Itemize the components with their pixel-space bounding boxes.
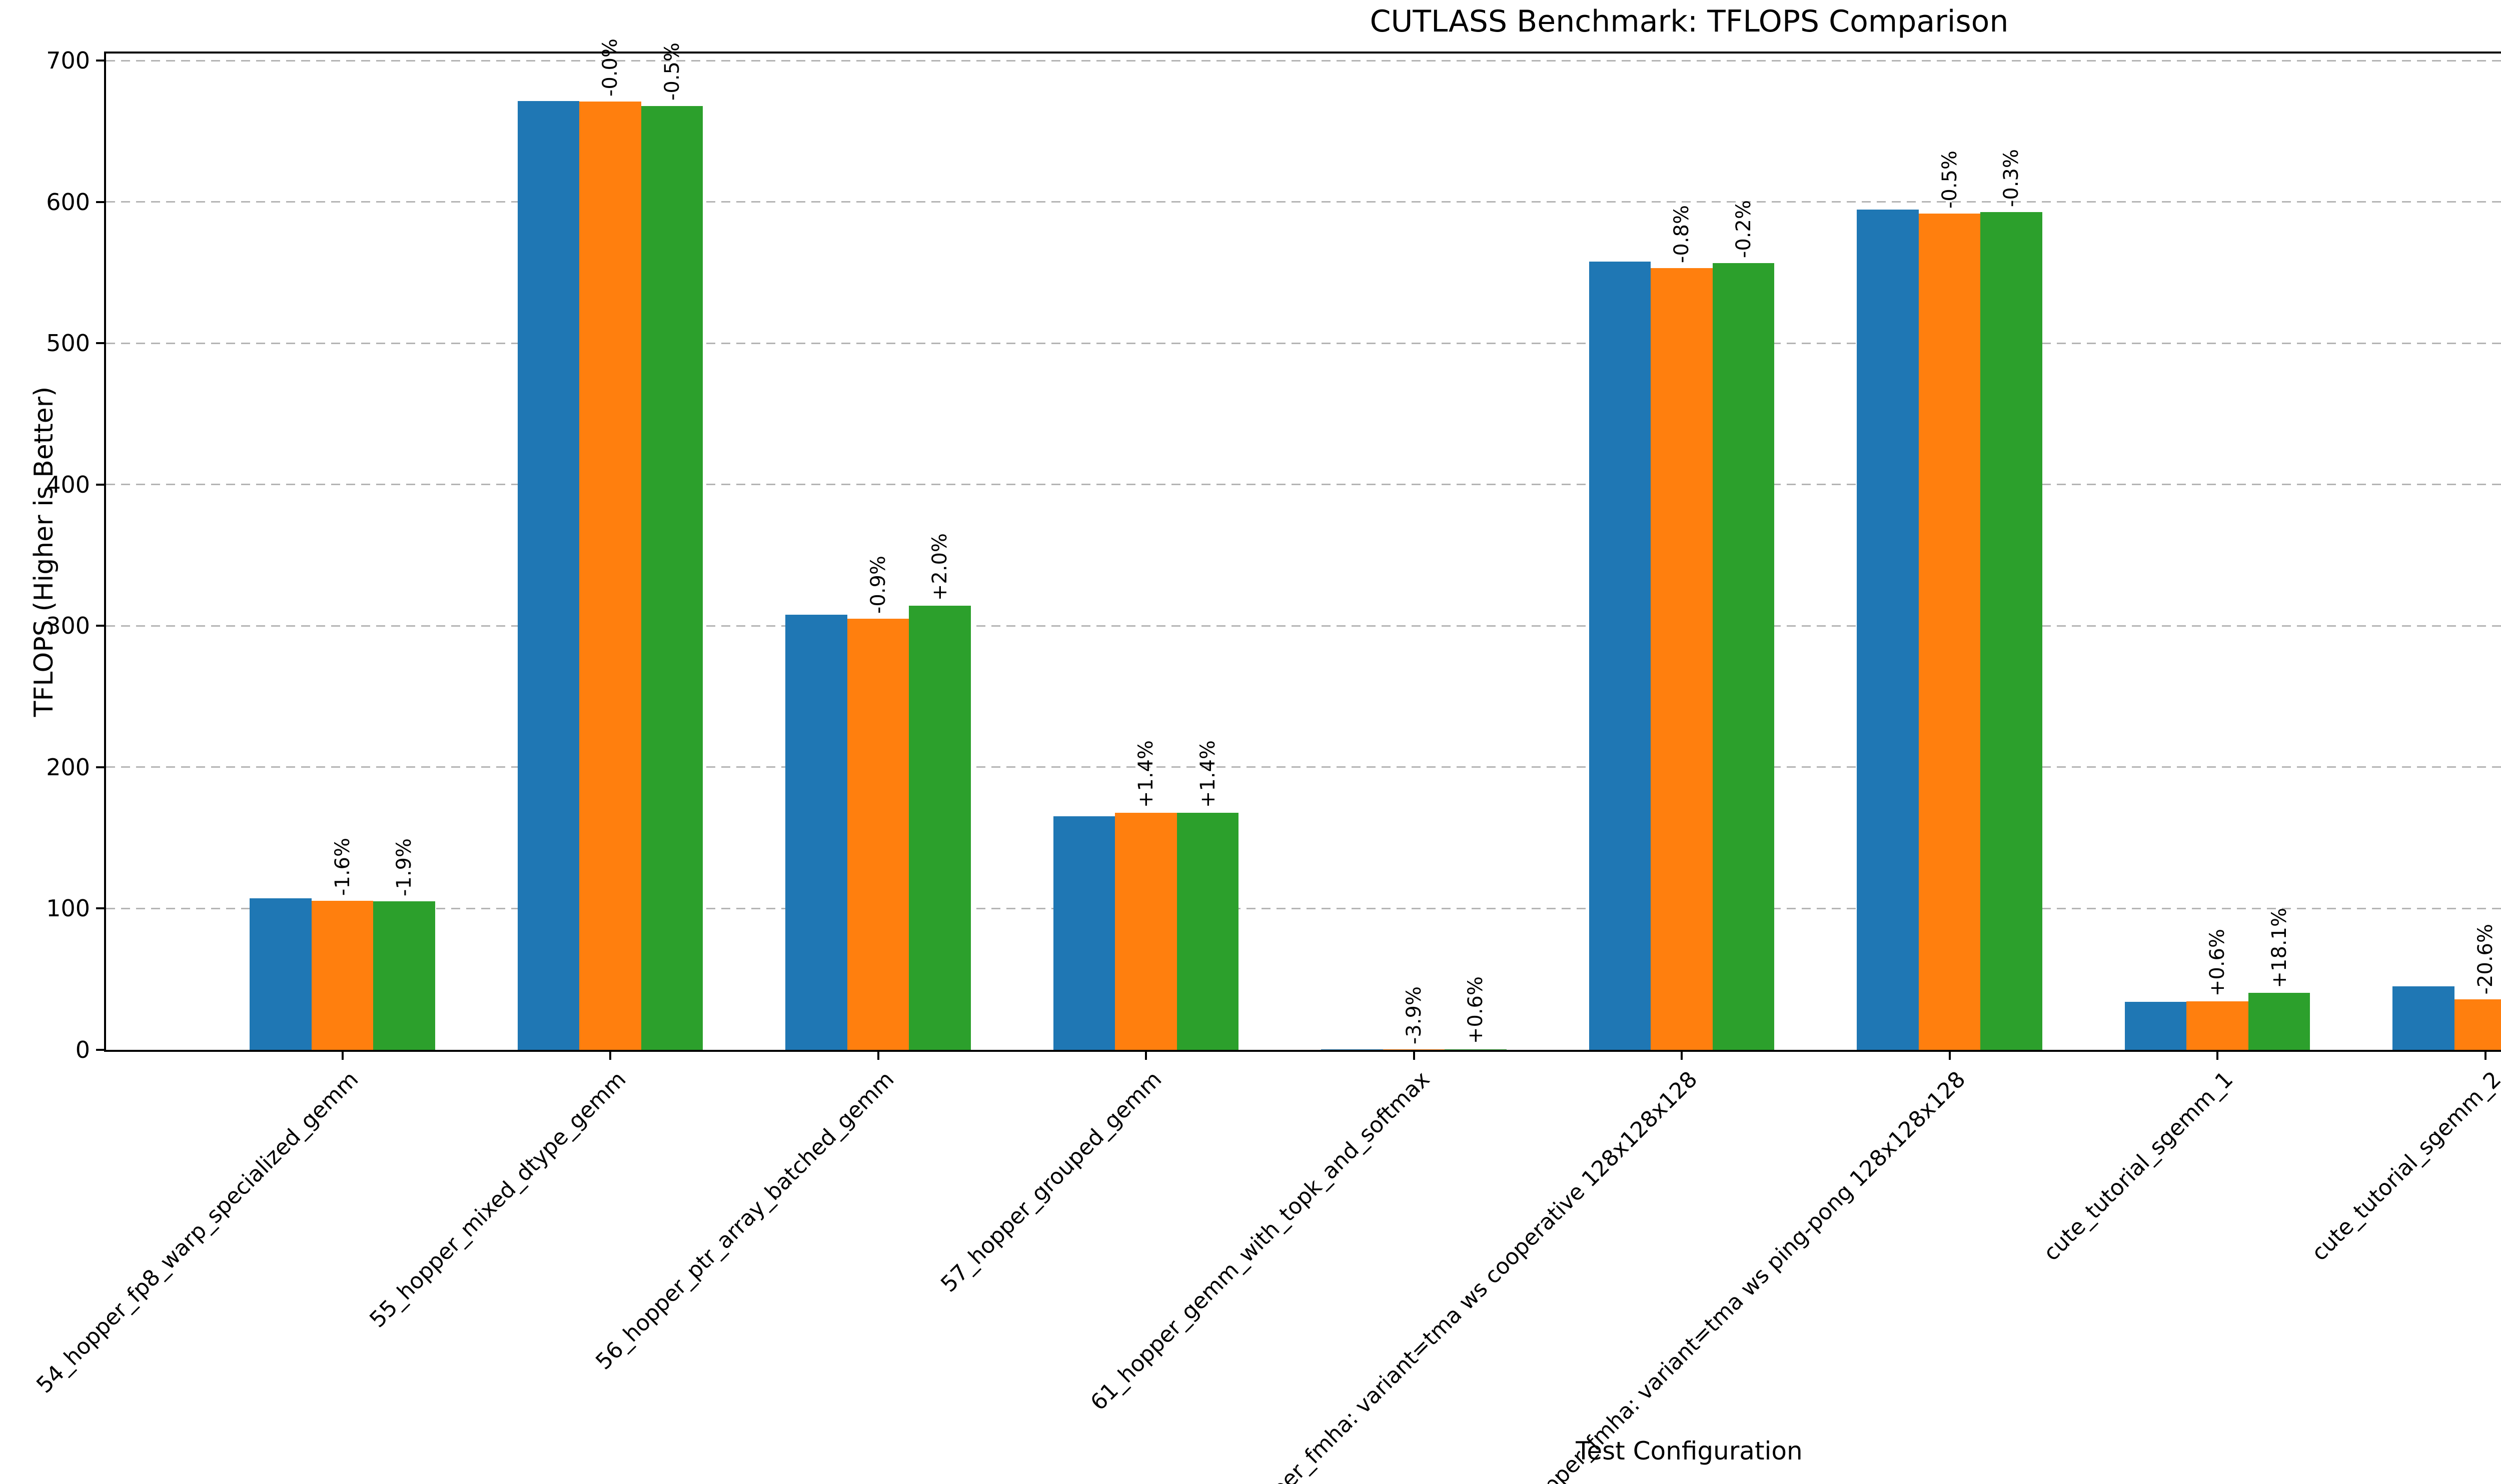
bar-cutlass_off-2	[847, 618, 909, 1050]
bar-baseline-0	[250, 898, 312, 1050]
y-tick-mark-200	[96, 766, 104, 768]
y-tick-label-100: 100	[46, 895, 90, 922]
x-tick-mark-1	[609, 1052, 611, 1060]
bar-baseline-5	[1589, 261, 1651, 1050]
bar-cutlass_on-5	[1712, 263, 1775, 1050]
bar-cutlass_off-8	[2454, 999, 2501, 1050]
gridline-y-400	[106, 484, 2501, 486]
x-tick-label-0: 54_hopper_fp8_warp_specialized_gemm	[31, 1066, 363, 1398]
y-tick-mark-500	[96, 342, 104, 345]
bar-baseline-8	[2392, 986, 2454, 1050]
y-tick-label-300: 300	[46, 612, 90, 640]
x-tick-mark-0	[341, 1052, 344, 1060]
bar-cutlass_off-0	[311, 900, 374, 1050]
bar-cutlass_off-7	[2186, 1001, 2248, 1050]
bar-cutlass_on-0	[373, 901, 435, 1050]
bar-baseline-1	[517, 101, 580, 1050]
bar-cutlass_on-3	[1176, 813, 1239, 1050]
bar-cutlass_off-5	[1651, 268, 1713, 1050]
y-tick-label-600: 600	[46, 188, 90, 216]
bar-cutlass_off-6	[1918, 214, 1981, 1050]
x-tick-mark-8	[2484, 1052, 2486, 1060]
bar-cutlass_off-3	[1115, 813, 1177, 1050]
x-tick-mark-6	[1948, 1052, 1951, 1060]
bar-cutlass_on-1	[641, 106, 703, 1050]
y-tick-mark-300	[96, 625, 104, 627]
gridline-y-500	[106, 342, 2501, 344]
bar-baseline-4	[1321, 1049, 1383, 1050]
gridline-y-200	[106, 766, 2501, 768]
y-tick-mark-100	[96, 907, 104, 910]
gridline-y-300	[106, 625, 2501, 627]
y-tick-label-0: 0	[75, 1036, 90, 1063]
bar-baseline-3	[1053, 816, 1115, 1050]
bar-cutlass_on-7	[2248, 993, 2310, 1050]
bar-cutlass_on-6	[1980, 212, 2042, 1050]
y-tick-mark-600	[96, 201, 104, 203]
bar-baseline-7	[2124, 1001, 2187, 1050]
plot-frame	[104, 52, 2501, 1052]
bar-cutlass_on-2	[909, 606, 971, 1050]
x-axis-label: Test Configuration	[1576, 1436, 1803, 1465]
x-tick-mark-2	[877, 1052, 879, 1060]
y-tick-mark-700	[96, 60, 104, 62]
bar-cutlass_off-4	[1383, 1049, 1445, 1050]
bar-baseline-6	[1857, 209, 1919, 1050]
gridline-y-600	[106, 201, 2501, 203]
y-tick-label-200: 200	[46, 753, 90, 781]
bar-cutlass_on-4	[1445, 1049, 1507, 1050]
y-tick-mark-0	[96, 1049, 104, 1051]
y-axis-label: TFLOPS (Higher is Better)	[29, 386, 59, 717]
gridline-y-100	[106, 907, 2501, 909]
bar-cutlass_off-1	[579, 101, 641, 1050]
x-tick-mark-5	[1681, 1052, 1683, 1060]
y-tick-mark-400	[96, 483, 104, 486]
y-tick-label-700: 700	[46, 47, 90, 75]
x-tick-mark-4	[1413, 1052, 1415, 1060]
gridline-y-700	[106, 60, 2501, 62]
bar-baseline-2	[785, 614, 847, 1050]
y-tick-label-400: 400	[46, 471, 90, 498]
x-tick-mark-3	[1145, 1052, 1147, 1060]
x-tick-mark-7	[2216, 1052, 2218, 1060]
y-tick-label-500: 500	[46, 330, 90, 357]
chart-title: CUTLASS Benchmark: TFLOPS Comparison	[1370, 4, 2009, 39]
